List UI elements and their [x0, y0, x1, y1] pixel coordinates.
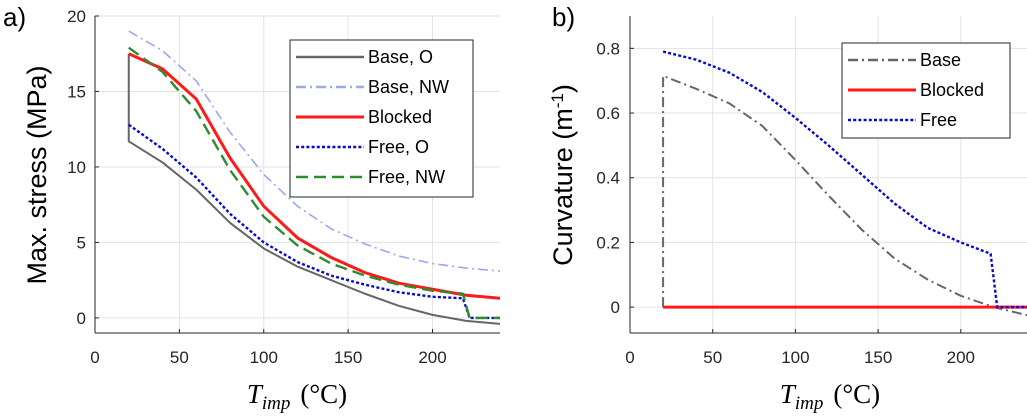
legend-entry-label: Base, O: [368, 47, 433, 67]
y-tick-label: 0: [77, 309, 86, 328]
chart-panel-b: 0 50 100 150 200 0 0.2 0.4 0.6 0.8 b) Curvature (m-…: [548, 2, 1027, 414]
y-tick-label: 20: [67, 7, 86, 26]
legend-entry-label: Base, NW: [368, 77, 449, 97]
x-tick-label: 50: [703, 348, 722, 367]
x-tick-label: 0: [625, 348, 634, 367]
legend-entry-label: Blocked: [920, 80, 984, 100]
y-tick-label: 0.4: [596, 169, 620, 188]
y-axis-label: Max. stress (MPa): [22, 65, 52, 284]
y-tick-label: 0.8: [596, 39, 620, 58]
x-tick-label: 150: [864, 348, 892, 367]
x-tick-label: 200: [418, 348, 446, 367]
legend-entry-label: Blocked: [368, 107, 432, 127]
y-axis-label: Curvature (m-1): [548, 84, 579, 266]
y-tick-label: 0.2: [596, 233, 620, 252]
y-tick-label: 0: [611, 298, 620, 317]
x-axis-label: Timp (°C): [247, 379, 347, 414]
x-tick-label: 100: [250, 348, 278, 367]
x-tick-label: 100: [781, 348, 809, 367]
x-tick-label: 200: [947, 348, 975, 367]
legend: Base Blocked Free: [841, 42, 1011, 139]
series-line-base-nw: [128, 30, 500, 272]
series-line-base-o: [127, 53, 500, 325]
panel-label: b): [552, 2, 575, 32]
legend-entry-label: Free, NW: [368, 167, 445, 187]
y-tick-label: 0.6: [596, 104, 620, 123]
x-tick-label: 50: [170, 348, 189, 367]
chart-panel-a: 0 50 100 150 200 0 5 10 15 20 a) Max. stress (MPa) T…: [3, 2, 500, 414]
series-line-base: [662, 74, 1027, 317]
legend-entry-label: Base: [920, 50, 961, 70]
series-line-free-nw: [128, 46, 500, 320]
x-tick-label: 0: [90, 348, 99, 367]
y-tick-label: 15: [67, 82, 86, 101]
x-tick-label: 150: [334, 348, 362, 367]
legend-entry-label: Free, O: [368, 137, 429, 157]
series-line-blocked: [128, 52, 500, 300]
y-tick-label: 10: [67, 158, 86, 177]
y-tick-label: 5: [77, 233, 86, 252]
legend-entry-label: Free: [920, 110, 957, 130]
panel-label: a): [3, 2, 26, 32]
legend: Base, O Base, NW Blocked Free, O Free, NW: [289, 39, 474, 198]
series-line-free-o: [128, 123, 500, 320]
series-line-free: [662, 50, 1027, 309]
x-axis-label: Timp (°C): [780, 379, 880, 414]
